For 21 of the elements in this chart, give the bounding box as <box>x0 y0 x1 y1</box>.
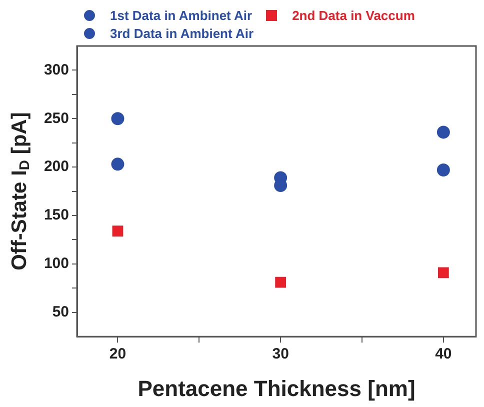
y-tick-label: 150 <box>44 206 69 224</box>
y-tick-label: 200 <box>44 158 69 176</box>
point <box>111 158 124 171</box>
legend-label: 1st Data in Ambinet Air <box>110 8 252 22</box>
point <box>436 163 450 176</box>
y-axis-title: Off-State ID [pA] <box>8 112 32 270</box>
y-tick-label: 300 <box>44 61 69 78</box>
point <box>438 267 449 278</box>
point <box>275 276 286 288</box>
y-tick-label: 100 <box>44 255 69 272</box>
x-axis-title: Pentacene Thickness [nm] <box>138 376 416 401</box>
x-tick-label: 40 <box>435 346 452 363</box>
point <box>436 126 450 139</box>
point <box>112 226 124 236</box>
x-tick-label: 30 <box>272 346 289 363</box>
y-tick-label: 50 <box>52 304 69 321</box>
point <box>111 112 124 126</box>
legend-label: 3rd Data in Ambient Air <box>110 26 254 40</box>
legend-label: 2nd Data in Vaccum <box>292 8 415 22</box>
x-tick-label: 20 <box>109 346 126 363</box>
y-tick-label: 250 <box>44 110 69 127</box>
